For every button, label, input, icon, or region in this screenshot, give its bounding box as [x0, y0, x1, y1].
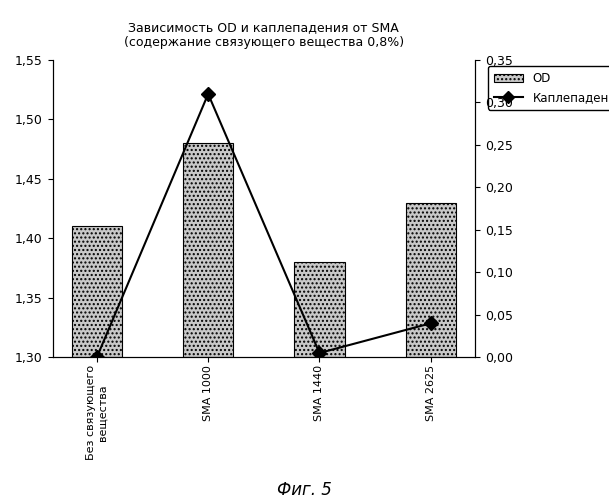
Title: Зависимость OD и каплепадения от SMA
(содержание связующего вещества 0,8%): Зависимость OD и каплепадения от SMA (со… — [124, 21, 404, 49]
Bar — [72, 226, 122, 357]
Bar — [294, 262, 345, 357]
Legend: OD, Каплепадение: OD, Каплепадение — [488, 66, 609, 110]
Text: Фиг. 5: Фиг. 5 — [277, 481, 332, 499]
Bar — [406, 202, 456, 357]
Bar — [183, 143, 233, 357]
